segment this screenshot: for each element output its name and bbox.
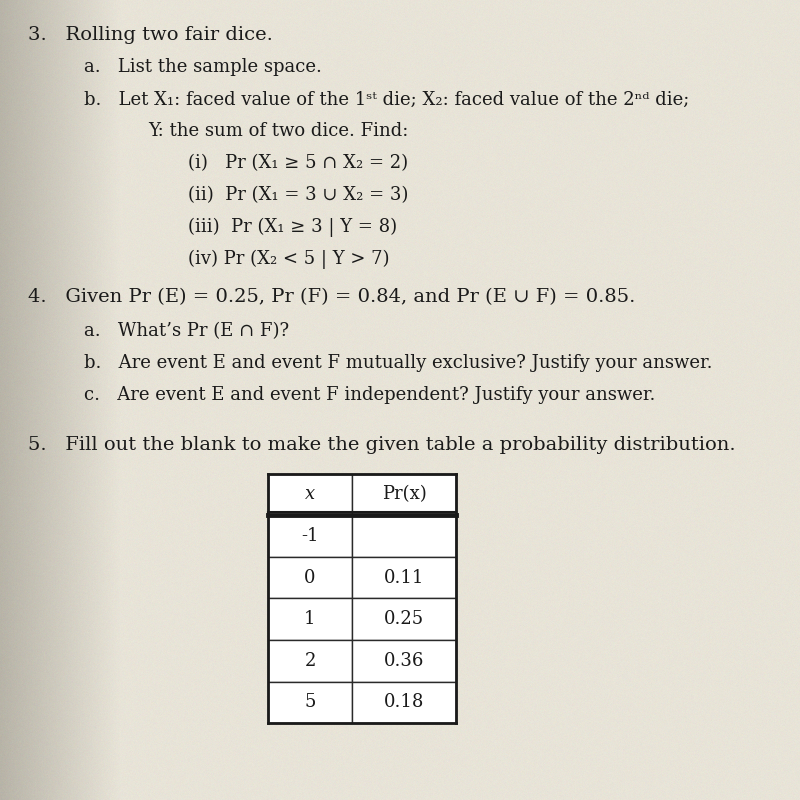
Bar xyxy=(352,474,456,515)
Text: (iii)  Pr (X₁ ≥ 3 | Y = 8): (iii) Pr (X₁ ≥ 3 | Y = 8) xyxy=(188,218,397,237)
Bar xyxy=(352,598,456,640)
Text: c.   Are event E and event F independent? Justify your answer.: c. Are event E and event F independent? … xyxy=(84,386,655,403)
Bar xyxy=(352,557,456,598)
Text: Y: the sum of two dice. Find:: Y: the sum of two dice. Find: xyxy=(148,122,408,139)
Text: b.   Let X₁: faced value of the 1ˢᵗ die; X₂: faced value of the 2ⁿᵈ die;: b. Let X₁: faced value of the 1ˢᵗ die; X… xyxy=(84,91,690,110)
Text: (ii)  Pr (X₁ = 3 ∪ X₂ = 3): (ii) Pr (X₁ = 3 ∪ X₂ = 3) xyxy=(188,186,408,204)
Text: 0.36: 0.36 xyxy=(384,652,424,670)
Text: 5: 5 xyxy=(304,694,316,711)
Text: 0.11: 0.11 xyxy=(384,569,424,586)
Text: 0.18: 0.18 xyxy=(384,694,424,711)
Bar xyxy=(352,640,456,682)
Text: (i)   Pr (X₁ ≥ 5 ∩ X₂ = 2): (i) Pr (X₁ ≥ 5 ∩ X₂ = 2) xyxy=(188,154,408,171)
Bar xyxy=(352,515,456,557)
Text: (iv) Pr (X₂ < 5 | Y > 7): (iv) Pr (X₂ < 5 | Y > 7) xyxy=(188,250,390,269)
Text: 0.25: 0.25 xyxy=(384,610,424,628)
Bar xyxy=(268,640,352,682)
Text: 2: 2 xyxy=(304,652,316,670)
Text: 5.   Fill out the blank to make the given table a probability distribution.: 5. Fill out the blank to make the given … xyxy=(28,436,736,454)
Bar xyxy=(268,598,352,640)
Bar xyxy=(268,682,352,723)
Text: x: x xyxy=(305,486,315,503)
Text: 3.   Rolling two fair dice.: 3. Rolling two fair dice. xyxy=(28,26,273,43)
Text: b.   Are event E and event F mutually exclusive? Justify your answer.: b. Are event E and event F mutually excl… xyxy=(84,354,713,371)
Text: 0: 0 xyxy=(304,569,316,586)
Bar xyxy=(352,682,456,723)
Bar xyxy=(268,515,352,557)
Text: -1: -1 xyxy=(302,527,318,545)
Bar xyxy=(268,474,352,515)
Text: Pr(x): Pr(x) xyxy=(382,486,426,503)
Text: a.   List the sample space.: a. List the sample space. xyxy=(84,58,322,75)
Text: 1: 1 xyxy=(304,610,316,628)
Bar xyxy=(268,557,352,598)
Text: 4.   Given Pr (E) = 0.25, Pr (F) = 0.84, and Pr (E ∪ F) = 0.85.: 4. Given Pr (E) = 0.25, Pr (F) = 0.84, a… xyxy=(28,288,635,306)
Text: a.   What’s Pr (E ∩ F)?: a. What’s Pr (E ∩ F)? xyxy=(84,322,289,339)
